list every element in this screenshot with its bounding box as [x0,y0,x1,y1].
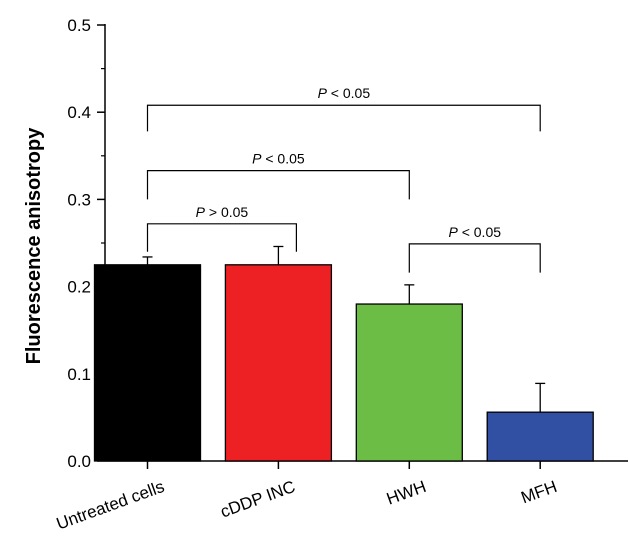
x-tick-labels: Untreated cells cDDP INC HWH MFH [54,461,560,534]
significance-brackets: P > 0.05 P < 0.05 P < 0.05 P < 0.05 [146,85,541,273]
y-tick-label: 0.4 [67,103,91,122]
y-tick-label: 0.5 [67,16,91,35]
bar-mfh [486,411,594,462]
significance-bracket [146,104,541,132]
x-tick-label: Untreated cells [54,477,167,534]
bar-cddp-inc [224,264,333,462]
significance-label: P < 0.05 [252,151,305,167]
significance-bracket [146,223,297,252]
y-tick-label: 0.0 [67,452,91,471]
significance-bracket [146,170,410,200]
y-axis-label: Fluorescence anisotropy [23,127,45,365]
y-tick-label: 0.2 [67,278,91,297]
bars [93,264,594,462]
significance-label: P < 0.05 [318,85,371,101]
x-tick-label: HWH [384,477,429,509]
bar-untreated-cells [93,264,202,462]
significance-label: P < 0.05 [448,224,501,240]
x-tick-label: cDDP INC [218,477,298,522]
y-tick-label: 0.3 [67,190,91,209]
y-ticks: 0.0 0.1 0.2 0.3 0.4 0.5 [67,16,105,471]
significance-bracket [408,243,541,273]
error-bars [142,245,546,413]
bar-hwh [355,303,463,462]
y-tick-label: 0.1 [67,365,91,384]
significance-label: P > 0.05 [196,204,249,220]
x-tick-label: MFH [518,477,559,507]
